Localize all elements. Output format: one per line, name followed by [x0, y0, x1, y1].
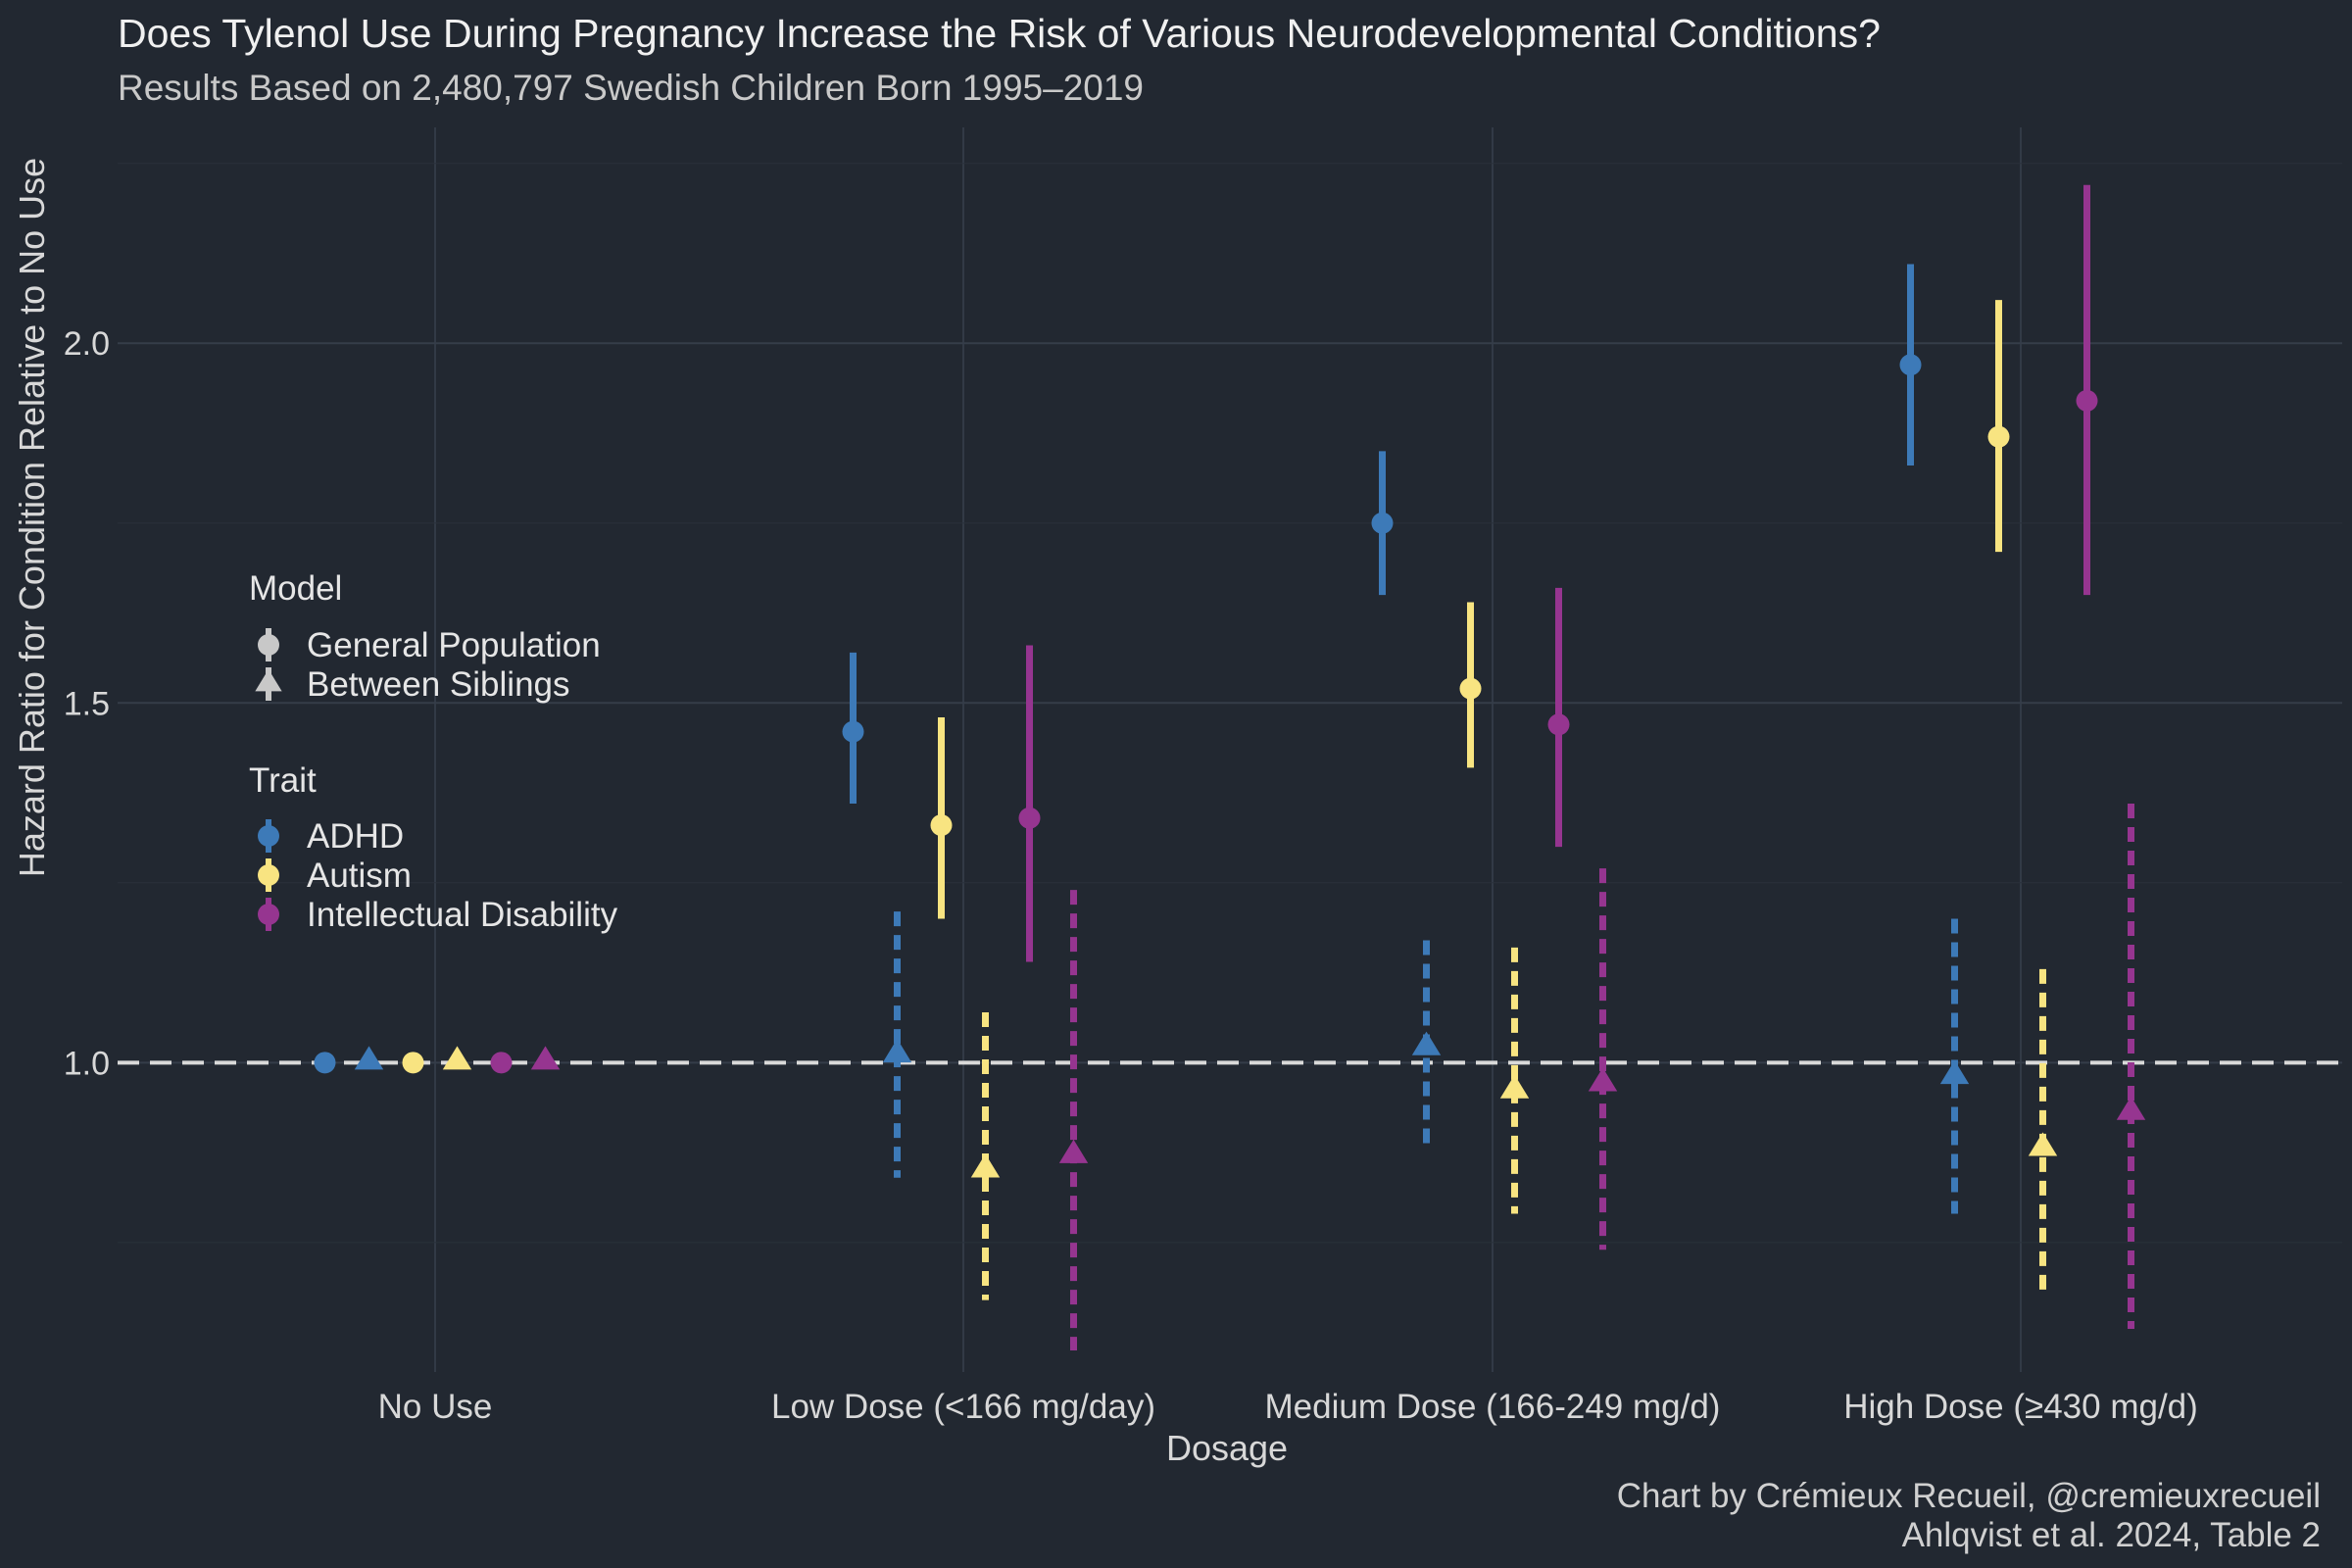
- y-axis-title: Hazard Ratio for Condition Relative to N…: [12, 158, 52, 877]
- point-adhd-population: [1899, 354, 1922, 376]
- y-tick-label: 2.0: [64, 325, 110, 363]
- point-adhd-siblings: [1939, 1060, 1970, 1085]
- x-tick-label: High Dose (≥430 mg/d): [1843, 1388, 2198, 1426]
- point-adhd-siblings: [882, 1038, 912, 1063]
- point-adhd-siblings: [354, 1046, 384, 1070]
- point-intellectual-disability-population: [2076, 389, 2098, 412]
- point-intellectual-disability-population: [1018, 807, 1041, 829]
- point-intellectual-disability-siblings: [530, 1046, 561, 1070]
- point-adhd-siblings: [1411, 1031, 1442, 1055]
- legend-key-circle: [258, 864, 279, 886]
- y-tick-label: 1.0: [64, 1045, 110, 1082]
- point-intellectual-disability-siblings: [1058, 1139, 1089, 1163]
- point-intellectual-disability-siblings: [2116, 1096, 2146, 1120]
- y-tick-label: 1.5: [64, 685, 110, 722]
- caption-line-1: Chart by Crémieux Recueil, @cremieuxrecu…: [1617, 1477, 2321, 1515]
- point-autism-population: [1459, 677, 1482, 700]
- chart-title: Does Tylenol Use During Pregnancy Increa…: [118, 11, 1881, 56]
- legend-model-label: General Population: [307, 626, 601, 664]
- point-intellectual-disability-population: [490, 1052, 513, 1074]
- point-autism-population: [1987, 425, 2010, 448]
- point-adhd-population: [314, 1052, 336, 1074]
- x-tick-label: Medium Dose (166-249 mg/d): [1265, 1388, 1721, 1426]
- x-tick-label: Low Dose (<166 mg/day): [771, 1388, 1155, 1426]
- grid-layer: [118, 127, 2342, 1372]
- x-axis-title: Dosage: [1166, 1428, 1288, 1468]
- point-intellectual-disability-population: [1547, 713, 1570, 736]
- legend-model-label: Between Siblings: [307, 665, 570, 704]
- point-intellectual-disability-siblings: [1588, 1067, 1618, 1092]
- axis-layer: 1.0 1.5 2.0 No Use Low Dose (<166 mg/day) Med…: [64, 325, 2198, 1426]
- legend-trait-label: Autism: [307, 857, 412, 895]
- marks-layer: [118, 184, 2342, 1350]
- legend-trait-label: Intellectual Disability: [307, 896, 618, 934]
- chart-subtitle: Results Based on 2,480,797 Swedish Child…: [118, 68, 1144, 108]
- point-autism-population: [930, 814, 953, 837]
- point-autism-siblings: [2028, 1132, 2058, 1156]
- legend-trait-label: ADHD: [307, 817, 404, 856]
- point-autism-siblings: [970, 1153, 1001, 1178]
- x-tick-label: No Use: [378, 1388, 493, 1426]
- point-adhd-population: [842, 720, 864, 743]
- caption-line-2: Ahlqvist et al. 2024, Table 2: [1902, 1516, 2321, 1554]
- point-autism-siblings: [1499, 1074, 1530, 1099]
- legend-key-circle: [258, 825, 279, 847]
- point-autism-siblings: [442, 1046, 472, 1070]
- legend-key-circle: [258, 634, 279, 656]
- legend-key-triangle: [255, 669, 282, 692]
- point-autism-population: [402, 1052, 424, 1074]
- point-adhd-population: [1371, 512, 1394, 534]
- legend-key-circle: [258, 904, 279, 925]
- legend-trait-title: Trait: [249, 761, 317, 800]
- legend-model-title: Model: [249, 569, 342, 608]
